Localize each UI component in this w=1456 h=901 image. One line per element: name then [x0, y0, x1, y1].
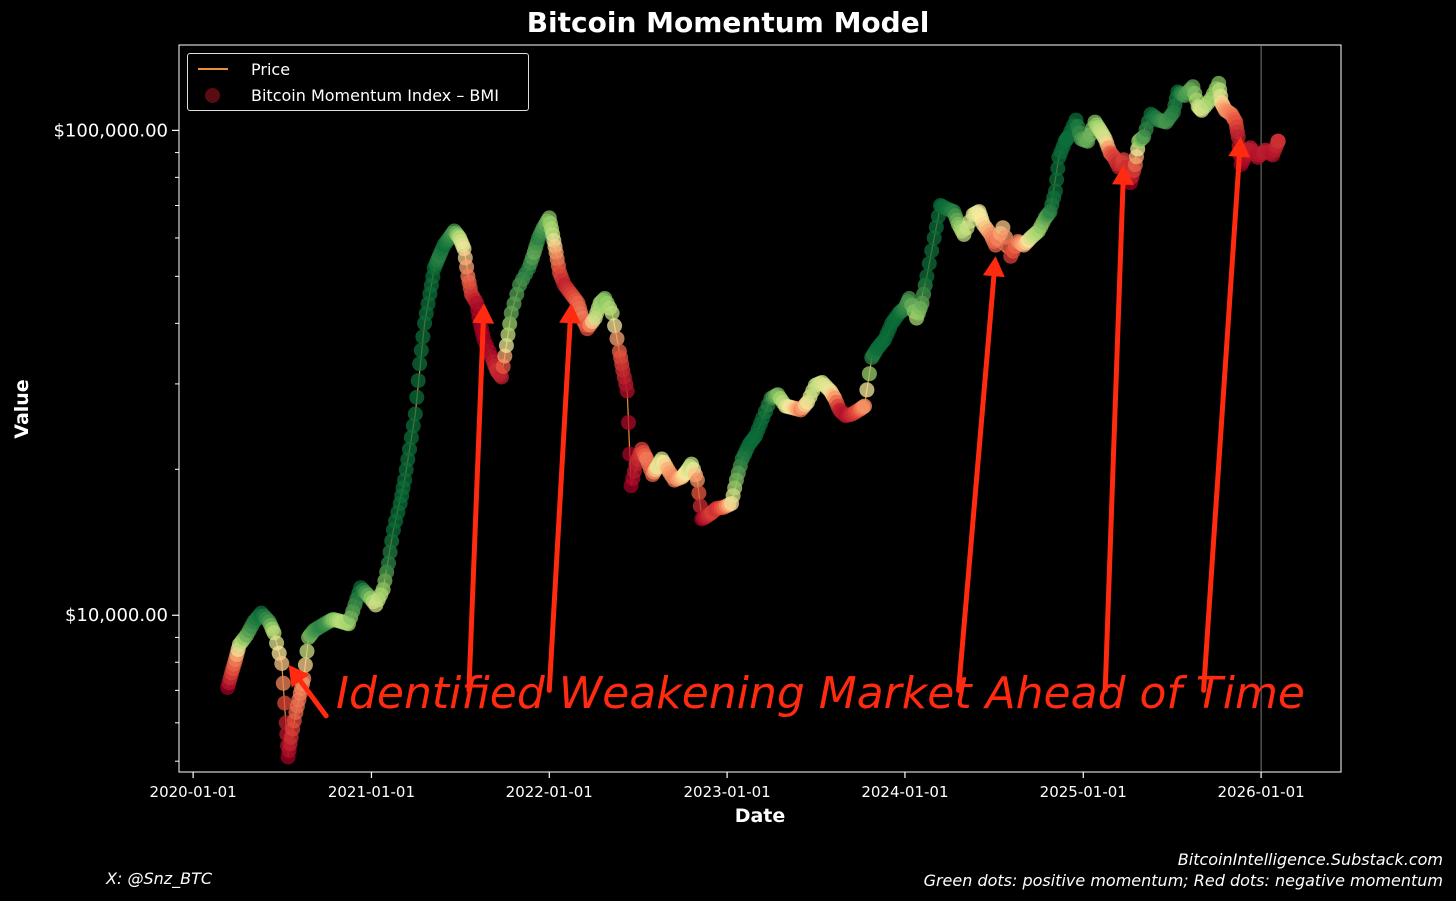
y-tick-label: $100,000.00 — [53, 120, 168, 141]
bmi-dot — [274, 656, 290, 671]
annotation-arrow — [546, 320, 573, 693]
annotation-arrowhead — [559, 303, 582, 324]
annotation-arrowhead — [288, 664, 310, 688]
y-tick-label: $10,000.00 — [65, 605, 168, 626]
x-tick-label: 2023-01-01 — [684, 783, 771, 801]
bmi-dot — [859, 382, 875, 398]
bmi-dot — [1048, 183, 1063, 199]
legend: Price Bitcoin Momentum Index – BMI — [187, 53, 529, 111]
x-tick-label: 2026-01-01 — [1218, 783, 1305, 801]
bmi-dot — [413, 342, 429, 358]
bmi-dot — [410, 373, 426, 389]
annotation-arrow — [466, 320, 486, 693]
legend-line-swatch — [198, 68, 228, 70]
bmi-dot — [1050, 161, 1066, 176]
y-axis-label: Value — [11, 379, 33, 439]
bmi-dot — [277, 695, 293, 711]
bmi-dot — [609, 331, 625, 347]
legend-item-price: Price — [188, 57, 290, 81]
x-axis-label: Date — [734, 805, 786, 827]
x-tick-label: 2022-01-01 — [506, 783, 593, 801]
plot-frame — [178, 44, 1342, 773]
legend-dot-swatch — [205, 87, 220, 103]
bmi-dot — [299, 643, 315, 659]
credit-substack: BitcoinIntelligence.Substack.com — [1177, 850, 1443, 869]
credit-source: BitcoinIntelligence.Substack.com Green d… — [924, 849, 1443, 891]
bmi-dot — [924, 243, 940, 259]
annotation-arrow — [956, 273, 997, 693]
bmi-dot — [381, 555, 396, 571]
annotation-arrow — [1102, 182, 1126, 693]
bmi-dot — [403, 430, 419, 445]
bmi-dot — [384, 533, 400, 549]
x-tick-label: 2024-01-01 — [861, 783, 948, 801]
annotation-arrowhead — [982, 256, 1005, 278]
bmi-dot — [1049, 172, 1065, 188]
bmi-dot — [619, 383, 635, 399]
annotation-arrowhead — [1112, 164, 1134, 185]
bmi-dot — [409, 389, 425, 405]
bmi-dot — [621, 415, 636, 431]
bmi-dot — [405, 418, 421, 434]
bmi-dot — [919, 268, 935, 284]
bmi-dot — [297, 657, 313, 673]
credit-twitter: X: @Snz_BTC — [106, 869, 213, 888]
bmi-dot — [689, 472, 705, 488]
bmi-dot — [1270, 133, 1286, 149]
legend-label-price: Price — [251, 59, 291, 79]
bmi-dot — [857, 398, 872, 414]
credit-legend-note: Green dots: positive momentum; Red dots:… — [923, 871, 1443, 890]
annotation-text: Identified Weakening Market Ahead of Tim… — [336, 668, 1305, 719]
legend-item-bmi: Bitcoin Momentum Index – BMI — [188, 83, 499, 107]
chart-title: Bitcoin Momentum Model — [526, 6, 930, 39]
bmi-dot — [691, 485, 707, 501]
bmi-dot — [415, 329, 431, 345]
x-tick-label: 2020-01-01 — [150, 783, 237, 801]
annotation-arrow — [1201, 154, 1242, 693]
x-tick-label: 2025-01-01 — [1040, 783, 1127, 801]
bmi-dot — [604, 305, 620, 321]
annotation-arrowhead — [1228, 136, 1251, 158]
bmi-dot — [382, 544, 398, 560]
annotation-arrowhead — [472, 303, 495, 324]
bmi-dot — [861, 366, 877, 382]
bmi-dot — [412, 356, 428, 372]
bmi-dot — [921, 256, 937, 271]
bmi-dot — [402, 441, 417, 457]
bmi-dot — [407, 406, 423, 422]
x-tick-label: 2021-01-01 — [328, 783, 415, 801]
bmi-dot — [275, 675, 291, 691]
legend-label-bmi: Bitcoin Momentum Index – BMI — [251, 85, 499, 105]
annotation-arrow — [297, 678, 329, 719]
bmi-dot — [607, 318, 623, 334]
